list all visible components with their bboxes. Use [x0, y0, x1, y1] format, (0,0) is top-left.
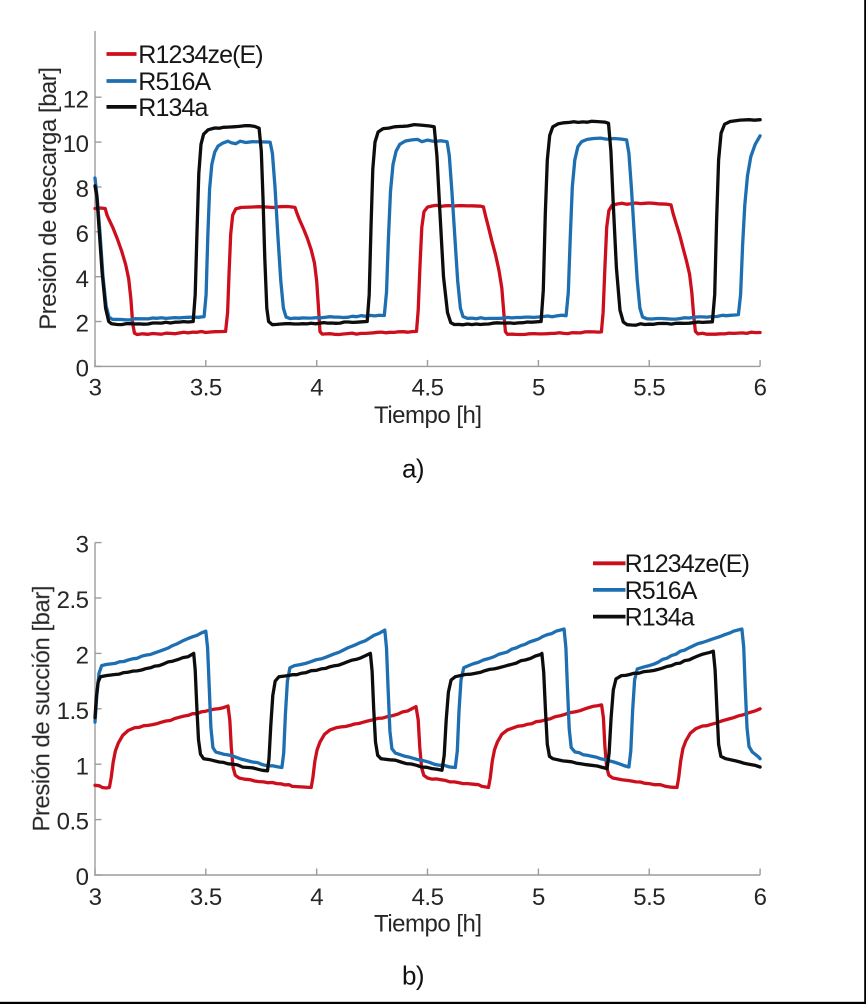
svg-text:6: 6	[754, 884, 767, 911]
svg-text:4.5: 4.5	[412, 884, 444, 911]
svg-text:2: 2	[76, 643, 89, 670]
svg-text:b): b)	[402, 961, 424, 991]
svg-text:3.5: 3.5	[190, 375, 222, 402]
svg-text:2: 2	[76, 311, 89, 338]
svg-text:0.5: 0.5	[57, 809, 89, 836]
svg-text:R134a: R134a	[138, 94, 208, 122]
svg-text:1: 1	[76, 753, 89, 780]
svg-text:3.5: 3.5	[190, 884, 222, 911]
svg-text:12: 12	[63, 86, 89, 113]
svg-text:3: 3	[89, 375, 102, 402]
svg-text:3: 3	[89, 884, 102, 911]
svg-text:R516A: R516A	[625, 577, 698, 605]
svg-text:5.5: 5.5	[633, 884, 665, 911]
svg-text:4: 4	[310, 884, 323, 911]
svg-text:3: 3	[76, 532, 89, 559]
svg-text:Tiempo [h]: Tiempo [h]	[374, 911, 482, 938]
svg-text:R1234ze(E): R1234ze(E)	[138, 41, 262, 69]
svg-text:5: 5	[532, 375, 545, 402]
svg-text:R516A: R516A	[138, 68, 211, 96]
svg-text:6: 6	[754, 375, 767, 402]
svg-text:1.5: 1.5	[57, 698, 89, 725]
svg-text:0: 0	[76, 356, 89, 383]
svg-text:5: 5	[532, 884, 545, 911]
svg-text:5.5: 5.5	[633, 375, 665, 402]
svg-text:R1234ze(E): R1234ze(E)	[625, 550, 749, 578]
svg-text:6: 6	[76, 221, 89, 248]
svg-text:4: 4	[76, 266, 89, 293]
svg-text:a): a)	[402, 453, 424, 483]
svg-text:Presión de descarga [bar]: Presión de descarga [bar]	[35, 68, 62, 330]
svg-text:R134a: R134a	[625, 604, 695, 632]
svg-text:10: 10	[63, 131, 89, 158]
svg-text:Tiempo [h]: Tiempo [h]	[374, 402, 482, 429]
svg-text:Presión de succión [bar]: Presión de succión [bar]	[28, 586, 55, 831]
svg-text:2.5: 2.5	[57, 587, 89, 614]
svg-text:8: 8	[76, 176, 89, 203]
svg-text:4.5: 4.5	[412, 375, 444, 402]
svg-text:4: 4	[310, 375, 323, 402]
svg-text:0: 0	[76, 864, 89, 891]
